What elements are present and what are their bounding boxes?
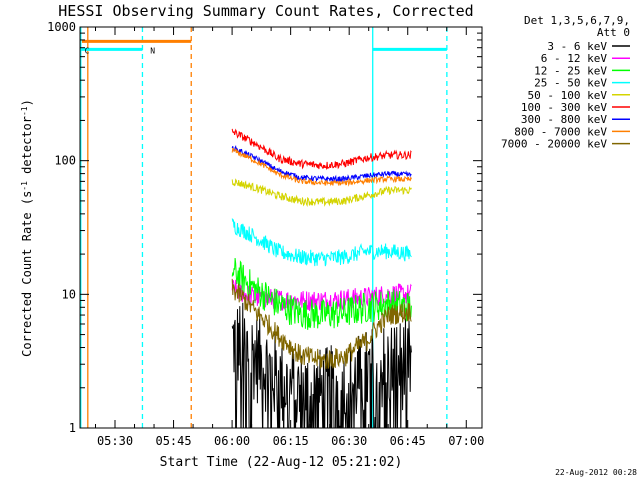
legend-header-line2: Att 0 — [597, 26, 630, 39]
legend-label-7: 800 - 7000 keV — [514, 125, 607, 138]
series-line-3 — [231, 218, 412, 267]
y-tick-label-1: 10 — [62, 287, 76, 301]
series-line-4 — [231, 178, 412, 207]
series-line-5 — [231, 128, 412, 171]
y-tick-label-2: 100 — [54, 154, 76, 168]
y-tick-label-0: 1 — [69, 421, 76, 435]
series-line-7 — [231, 147, 412, 187]
y-axis-label: Corrected Count Rate (s-1 detector-1) — [20, 99, 35, 357]
legend-label-3: 25 - 50 keV — [534, 77, 607, 90]
legend-label-4: 50 - 100 keV — [528, 89, 608, 102]
footer-timestamp: 22-Aug-2012 00:28 — [555, 468, 637, 477]
marker-0: N — [150, 46, 155, 55]
x-tick-label-4: 06:30 — [331, 434, 367, 448]
x-tick-label-2: 06:00 — [214, 434, 250, 448]
legend-header-line1: Det 1,3,5,6,7,9, — [524, 14, 630, 27]
marker-1: C — [85, 46, 90, 55]
x-tick-label-0: 05:30 — [97, 434, 133, 448]
series-line-6 — [231, 144, 412, 183]
x-tick-label-6: 07:00 — [448, 434, 484, 448]
legend-label-2: 12 - 25 keV — [534, 64, 607, 77]
series-line-2 — [231, 257, 412, 330]
legend-label-6: 300 - 800 keV — [521, 113, 607, 126]
chart-title: HESSI Observing Summary Count Rates, Cor… — [58, 2, 473, 20]
series-line-8 — [231, 278, 412, 369]
legend-label-8: 7000 - 20000 keV — [501, 138, 607, 151]
legend-label-0: 3 - 6 keV — [547, 40, 607, 53]
series-line-0 — [231, 302, 412, 428]
x-tick-label-1: 05:45 — [155, 434, 191, 448]
legend-label-5: 100 - 300 keV — [521, 101, 607, 114]
x-tick-label-3: 06:15 — [273, 434, 309, 448]
y-tick-label-3: 1000 — [47, 20, 76, 34]
x-tick-label-5: 06:45 — [390, 434, 426, 448]
legend-label-1: 6 - 12 keV — [541, 52, 608, 65]
x-axis-label: Start Time (22-Aug-12 05:21:02) — [160, 455, 403, 470]
plot-frame — [79, 26, 483, 429]
